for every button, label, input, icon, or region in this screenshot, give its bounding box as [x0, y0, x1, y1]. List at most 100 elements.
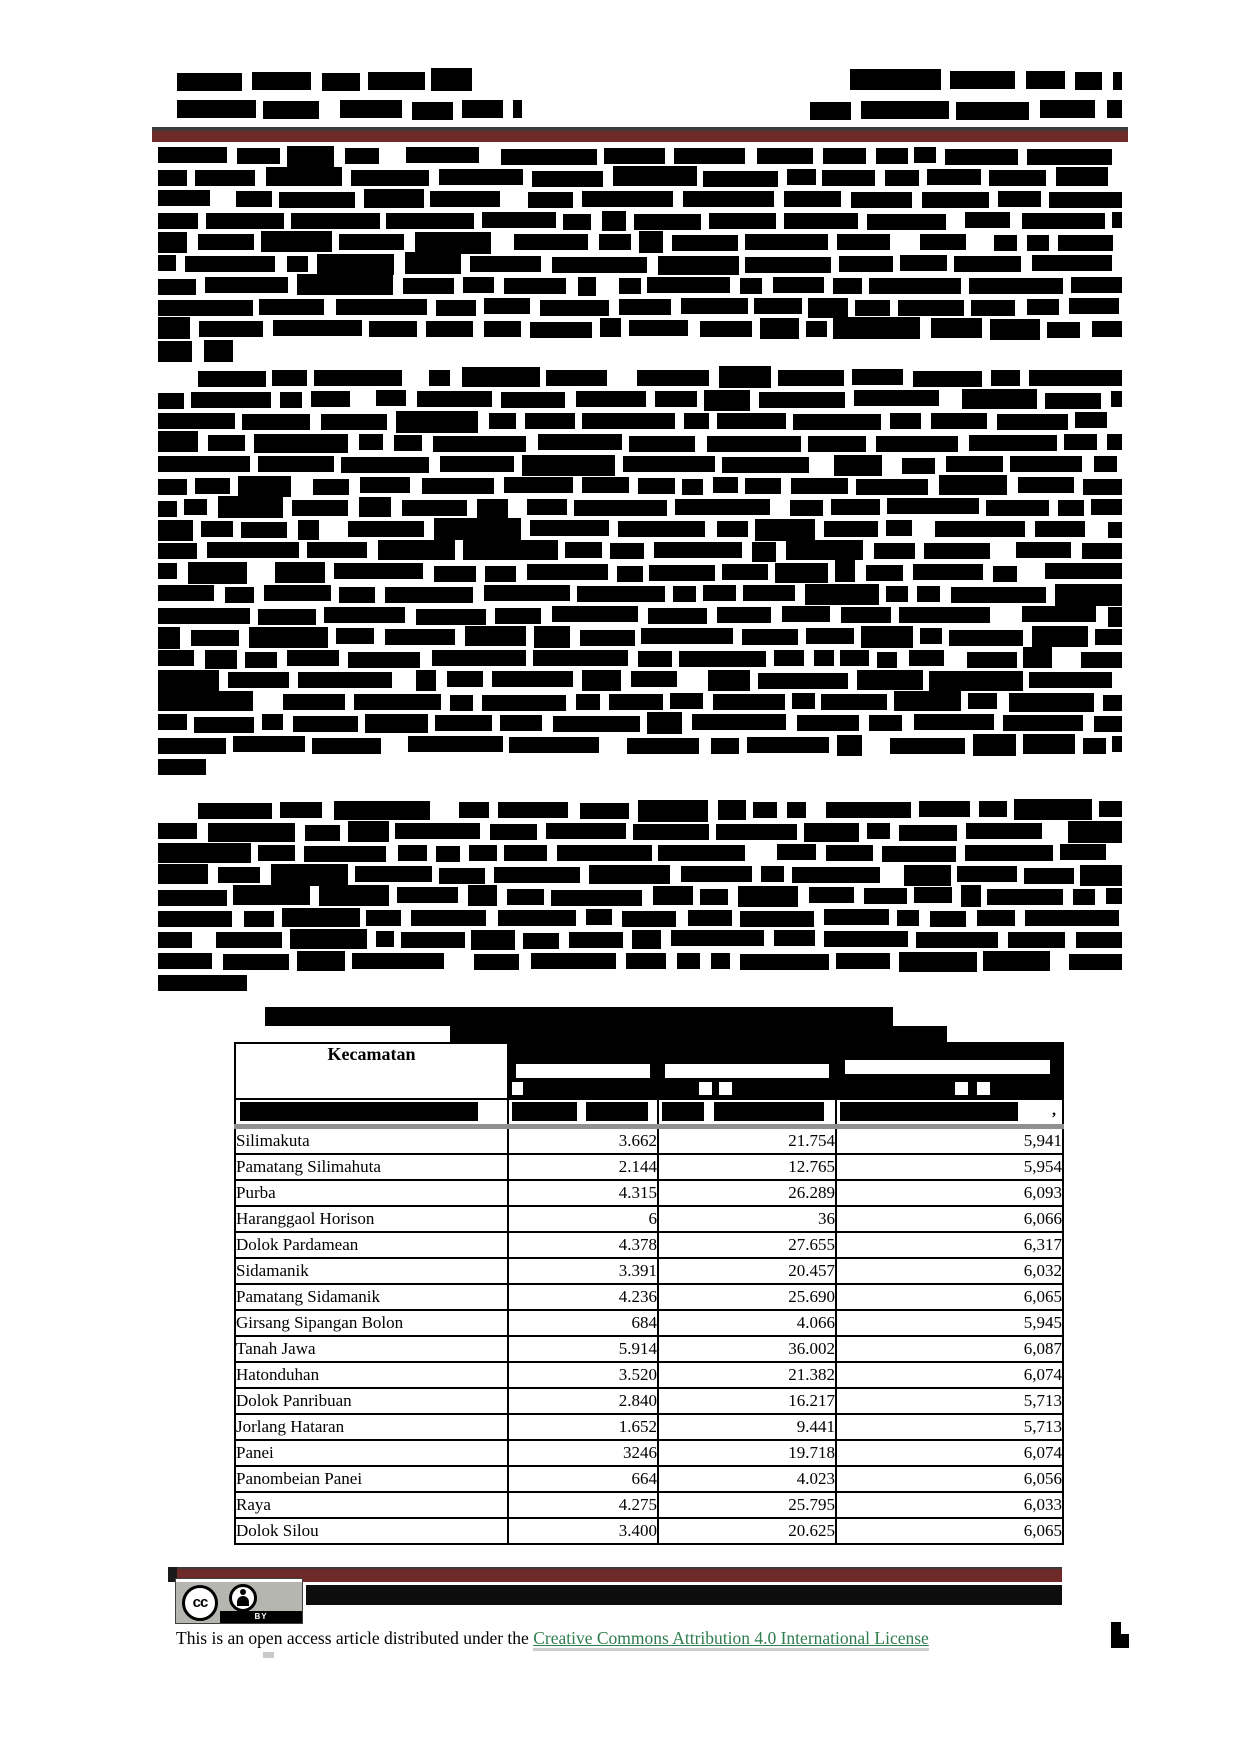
redaction-bar [576, 586, 665, 603]
redaction-bar [855, 299, 890, 316]
redaction-bar [805, 320, 827, 337]
redaction-bar [810, 101, 852, 120]
value-cell-3: 6,087 [835, 1335, 1064, 1363]
redaction-bar [679, 650, 766, 667]
redaction-bar [1021, 213, 1106, 230]
redaction-bar [996, 413, 1069, 430]
redaction-bar [673, 147, 746, 164]
redaction-bar [609, 542, 644, 559]
kecamatan-cell: Silimakuta [234, 1125, 509, 1155]
redaction-bar [745, 477, 781, 494]
redaction-bar [967, 651, 1017, 668]
redaction-bar [565, 542, 602, 559]
redaction-bar [556, 844, 652, 861]
license-prefix: This is an open access article distribut… [176, 1628, 534, 1648]
redaction-bar [1048, 192, 1122, 209]
redaction-bar [1093, 456, 1117, 473]
redaction-bar [836, 734, 862, 756]
redaction-bar [722, 457, 810, 474]
redaction-bar [721, 563, 769, 580]
redaction-bar [188, 562, 247, 585]
redaction-bar [1045, 392, 1101, 409]
redaction-bar [449, 694, 474, 711]
redaction-bar [710, 953, 730, 970]
redaction-bar [200, 520, 233, 537]
redaction-bar [807, 436, 866, 453]
redaction-bar [215, 931, 283, 948]
redaction-bar [222, 953, 289, 970]
redaction-bar [808, 297, 849, 318]
kecamatan-table-wrap: Kecamatan [234, 1042, 1064, 1545]
redaction-bar [1090, 499, 1122, 516]
redaction-bar [931, 317, 983, 338]
table-row: Raya 4.275 25.795 6,033 [234, 1491, 1064, 1519]
redaction-bar [1035, 521, 1085, 538]
value-cell-3: 6,056 [835, 1465, 1064, 1493]
redaction-bar [716, 606, 771, 623]
redaction-bar [482, 695, 567, 712]
table-header-row: Kecamatan [234, 1042, 1064, 1100]
redaction-bar [447, 671, 483, 688]
redaction-bar [395, 410, 478, 433]
redaction-bar [257, 845, 295, 862]
redaction-bar [287, 145, 334, 167]
kecamatan-cell: Panombeian Panei [234, 1465, 509, 1493]
value-cell-2: 27.655 [657, 1231, 837, 1259]
redaction-bar [469, 256, 541, 273]
redaction-bar [430, 68, 472, 92]
redaction-bar [397, 887, 458, 904]
redaction-bar [484, 565, 517, 582]
redaction-bar [278, 191, 356, 208]
license-link[interactable]: Creative Commons Attribution 4.0 Interna… [533, 1628, 929, 1648]
value-cell-1: 3.662 [507, 1125, 659, 1155]
value-cell-2: 9.441 [657, 1413, 837, 1441]
redaction-bar [275, 561, 326, 583]
redaction-bar [579, 802, 629, 819]
value-cell-2: 36 [657, 1205, 837, 1233]
redaction-bar [158, 670, 220, 692]
redaction-bar [706, 435, 802, 452]
redaction-bar [462, 276, 494, 293]
redaction-bar [462, 367, 541, 388]
value-cell-2: 12.765 [657, 1153, 837, 1181]
value-cell-2: 21.382 [657, 1361, 837, 1389]
redaction-bar [313, 370, 402, 387]
redaction-bar [435, 846, 460, 863]
footer-rule-red [168, 1567, 1062, 1582]
redaction-bar [552, 715, 641, 732]
redaction-bar [261, 231, 332, 253]
redaction-bar [425, 321, 473, 338]
redaction-bar [1075, 931, 1122, 948]
value-cell-3: 6,065 [835, 1283, 1064, 1311]
redaction-bar [243, 911, 274, 928]
redaction-bar [709, 212, 776, 229]
redaction-bar [860, 625, 914, 648]
redaction-bar [912, 564, 983, 581]
redaction-bar [1111, 212, 1122, 229]
redaction-bar [503, 477, 574, 494]
redaction-bar [1068, 821, 1122, 843]
value-cell-2: 36.002 [657, 1335, 837, 1363]
value-cell-3: 6,074 [835, 1439, 1064, 1467]
redaction-bar [876, 435, 958, 452]
redaction-bar [787, 802, 806, 819]
redaction-bar [484, 298, 531, 315]
redaction-bar [575, 391, 646, 408]
redaction-bar [608, 693, 664, 710]
redaction-bar [967, 692, 998, 709]
column-header-redacted-2 [657, 1042, 837, 1100]
redaction-bar [647, 276, 730, 293]
redaction-bar [224, 587, 254, 604]
redaction-bar [537, 434, 623, 450]
redaction-bar [893, 691, 961, 711]
page-number-redacted [1111, 1622, 1121, 1635]
redaction-bar [965, 212, 1010, 229]
redaction-bar [863, 888, 908, 905]
cc-by-label: BY [220, 1611, 302, 1623]
value-cell-2: 16.217 [657, 1387, 837, 1415]
redaction-bar [367, 72, 425, 91]
redaction-bar [618, 299, 672, 316]
kecamatan-cell: Tanah Jawa [234, 1335, 509, 1363]
redaction-bar [498, 909, 576, 926]
redaction-bar [1015, 541, 1071, 558]
